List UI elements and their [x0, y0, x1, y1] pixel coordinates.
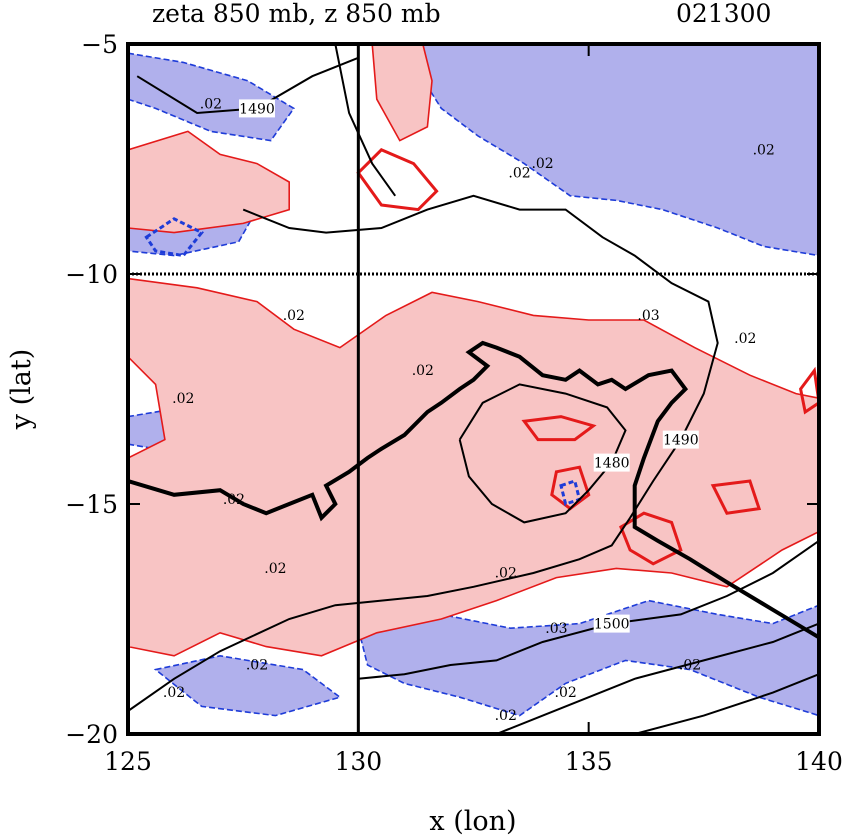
height-label-bg-2: [593, 453, 630, 472]
height-label-bg-3: [593, 614, 630, 633]
height-label-3: 1500: [594, 617, 630, 633]
positive-region-2: [128, 277, 819, 657]
negative-region-1: [128, 52, 295, 142]
height-contour-5: [634, 673, 819, 734]
y-tick-label-0: −5: [81, 30, 118, 59]
coastline-outline: [128, 340, 819, 640]
contour-label-5: .02: [172, 391, 194, 407]
height-label-2: 1480: [594, 456, 630, 472]
positive-region-1: [371, 44, 433, 142]
contour-label-4: .02: [283, 308, 305, 324]
x-axis-label: x (lon): [429, 806, 516, 837]
y-tick-label-2: −15: [65, 490, 118, 519]
contour-label-14: .02: [246, 658, 268, 674]
height-label-bg-1: [662, 430, 699, 449]
height-contour-6: [334, 44, 397, 197]
contour-label-9: .02: [223, 492, 245, 508]
axis-ticks: 125 130 135 140 −5 −10 −15 −20: [65, 30, 843, 776]
negative-region-3: [357, 599, 819, 717]
height-contour-4: [496, 622, 819, 734]
contour-label-0: .02: [200, 96, 222, 112]
grid-lines: [128, 44, 819, 734]
height-label-0: 1490: [239, 101, 275, 117]
x-tick-label-2: 135: [565, 747, 613, 776]
coastline-path: [128, 340, 819, 640]
positive-contour-4: [798, 366, 819, 415]
contour-label-16: .02: [555, 685, 577, 701]
negative-contour-0: [144, 217, 205, 258]
contour-label-7: .03: [637, 308, 659, 324]
contour-label-17: .02: [495, 708, 517, 724]
positive-contour-0: [356, 148, 439, 212]
y-tick-label-1: −10: [65, 260, 118, 289]
contour-label-10: .02: [264, 561, 286, 577]
positive-region-0: [128, 130, 291, 234]
contour-label-2: .02: [753, 142, 775, 158]
contour-label-15: .02: [679, 658, 701, 674]
contour-label-6: .02: [412, 363, 434, 379]
plot-frame: [126, 42, 821, 736]
negative-region-4: [153, 654, 342, 717]
contour-labels: .02.02.02.02.02.02.02.03.02.02.02.02.03.…: [163, 96, 775, 724]
chart-title-left: zeta 850 mb, z 850 mb: [152, 0, 441, 28]
height-contour-3: [358, 539, 819, 680]
chart-title-right: 021300: [676, 0, 771, 28]
x-tick-label-3: 140: [795, 747, 843, 776]
positive-contour-1: [521, 415, 597, 442]
vorticity-contour-lines: [144, 148, 819, 566]
contour-label-12: .03: [545, 621, 567, 637]
y-tick-label-3: −20: [65, 720, 118, 749]
x-tick-label-0: 125: [104, 747, 152, 776]
positive-vorticity-fills: [128, 44, 819, 657]
contour-label-1: .02: [531, 156, 553, 172]
positive-contour-2: [619, 511, 683, 566]
positive-contour-3: [710, 479, 762, 515]
height-contours: 1490 1490 1480 1500: [128, 44, 819, 734]
height-label-bg-0: [238, 99, 275, 118]
x-tick-label-1: 130: [334, 747, 382, 776]
contour-label-11: .02: [495, 566, 517, 582]
y-axis-label: y (lat): [6, 349, 37, 431]
negative-region-0: [412, 44, 819, 257]
contour-label-13: .02: [163, 685, 185, 701]
contour-label-3: .02: [508, 165, 530, 181]
height-contour-1: [128, 194, 719, 712]
contour-label-8: .02: [734, 331, 756, 347]
height-label-1: 1490: [663, 433, 699, 449]
positive-contour-5: [550, 465, 591, 511]
